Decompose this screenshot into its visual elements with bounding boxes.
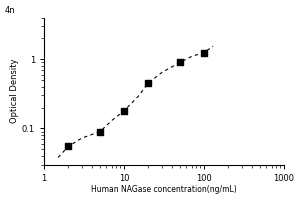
Point — [66, 145, 70, 148]
Y-axis label: Optical Density: Optical Density — [10, 59, 19, 123]
Point — [122, 109, 126, 112]
Point — [98, 130, 102, 133]
Point — [202, 51, 206, 54]
Point — [146, 82, 151, 85]
Point — [178, 61, 182, 64]
Text: 4n: 4n — [5, 6, 15, 15]
X-axis label: Human NAGase concentration(ng/mL): Human NAGase concentration(ng/mL) — [91, 185, 237, 194]
